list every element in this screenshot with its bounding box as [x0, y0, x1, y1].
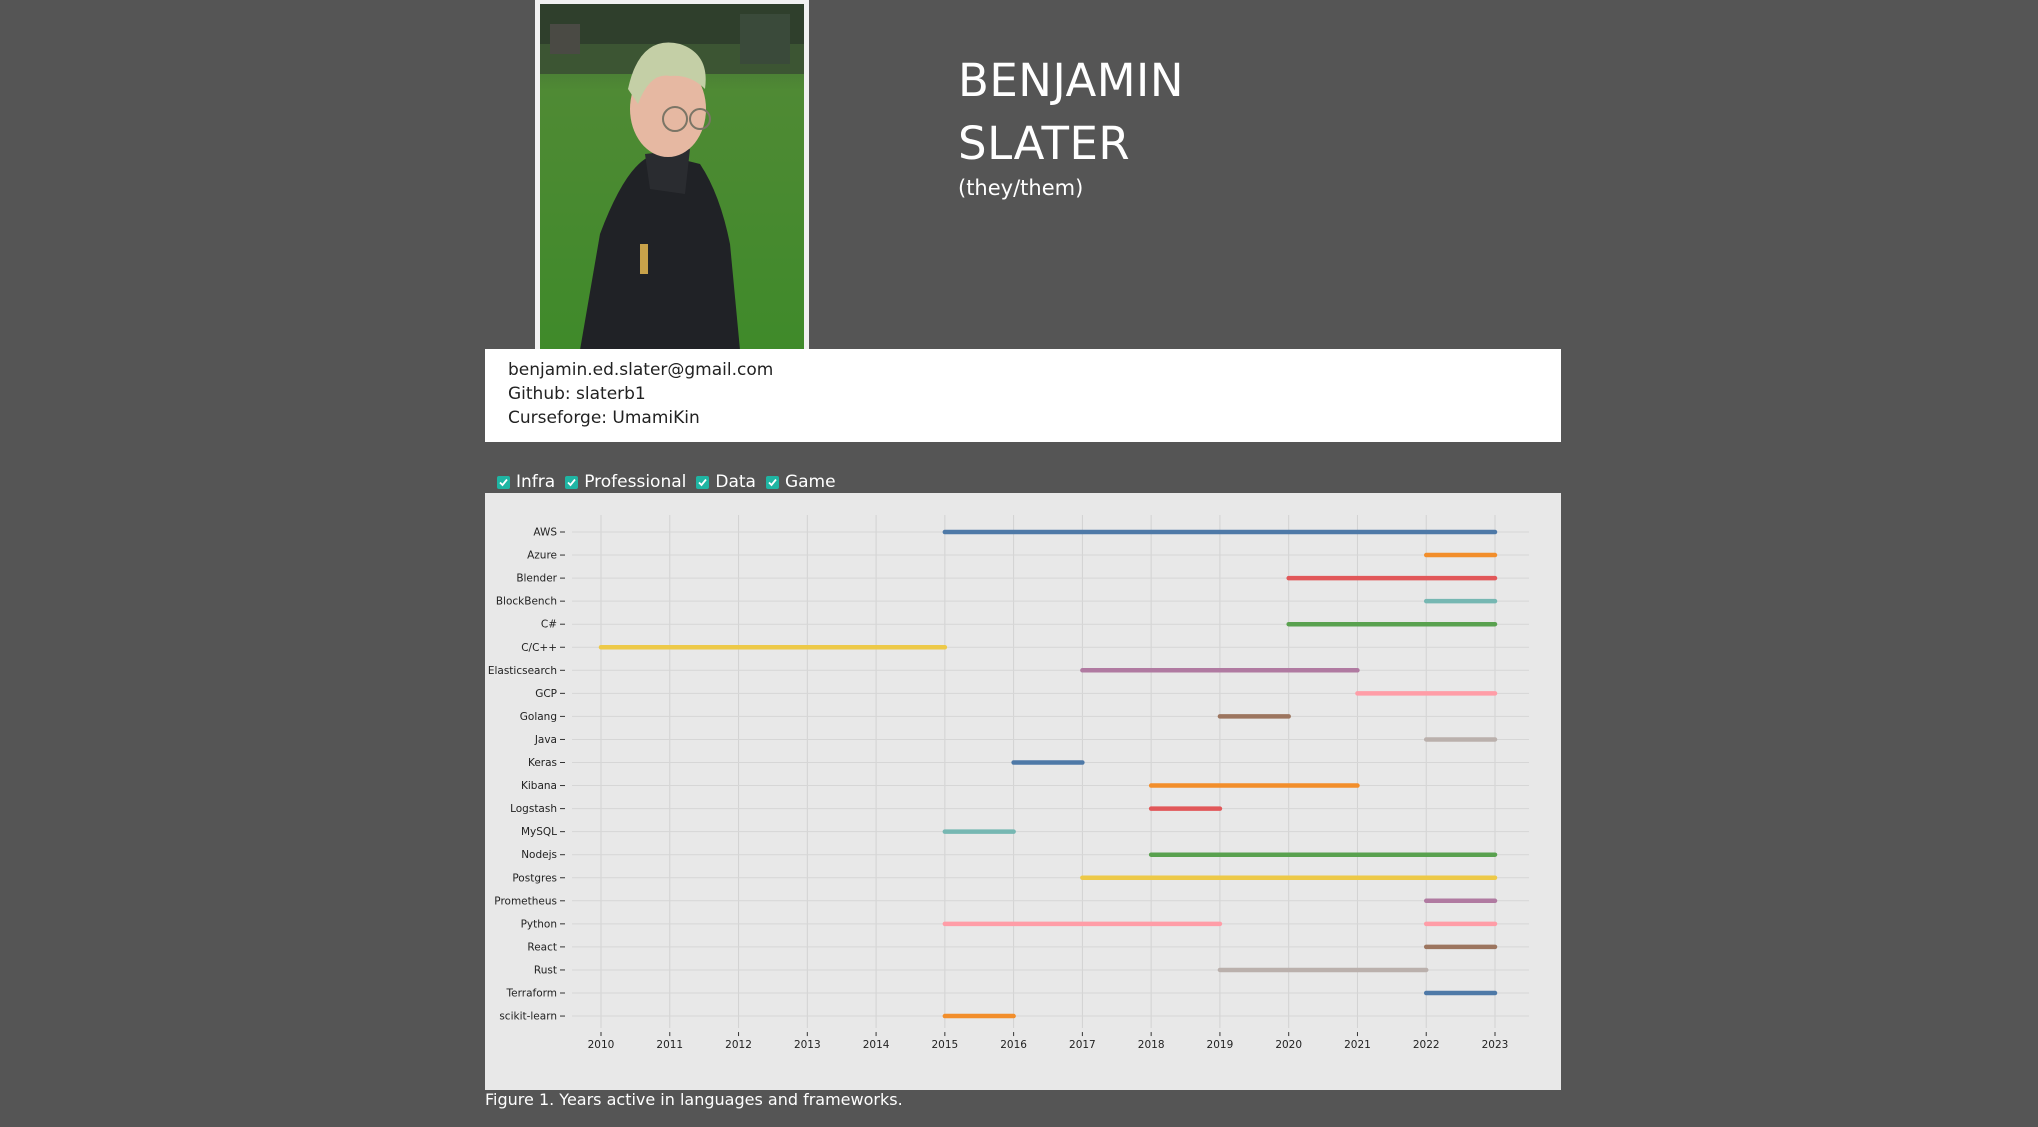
profile-photo-frame [535, 0, 809, 354]
x-tick-label: 2011 [656, 1039, 683, 1051]
y-tick-label: Kibana [521, 780, 557, 792]
y-tick-label: Python [521, 918, 557, 930]
x-tick-label: 2020 [1275, 1039, 1302, 1051]
curseforge-text: Curseforge: UmamiKin [508, 408, 700, 428]
filter-infra[interactable]: Infra [497, 472, 555, 492]
y-tick-label: Keras [528, 757, 557, 769]
x-tick-label: 2015 [931, 1039, 958, 1051]
github-text: Github: slaterb1 [508, 384, 646, 404]
filter-data[interactable]: Data [696, 472, 756, 492]
y-tick-label: Elasticsearch [488, 665, 557, 677]
y-tick-label: MySQL [521, 826, 557, 838]
y-tick-label: Java [534, 734, 557, 746]
timeline-chart: AWS Azure Blender BlockBench C# C/C++ Elastics… [485, 493, 1561, 1090]
y-tick-label: React [527, 941, 557, 953]
y-tick-label: Azure [527, 550, 557, 562]
y-tick-label: Blender [516, 573, 557, 585]
x-tick-label: 2016 [1000, 1039, 1027, 1051]
y-tick-label: Terraform [506, 988, 557, 1000]
filter-label: Data [715, 472, 756, 492]
filter-professional[interactable]: Professional [565, 472, 686, 492]
checkbox-checked-icon[interactable] [765, 475, 779, 489]
y-tick-label: Prometheus [494, 895, 557, 907]
first-name: BENJAMIN [958, 54, 1184, 107]
figure-caption: Figure 1. Years active in languages and … [485, 1090, 903, 1109]
email-text: benjamin.ed.slater@gmail.com [508, 360, 774, 380]
y-tick-label: Postgres [512, 872, 557, 884]
y-tick-label: C# [541, 619, 557, 631]
x-tick-label: 2013 [794, 1039, 821, 1051]
category-filters: Infra Professional Data Game [497, 470, 846, 494]
x-tick-label: 2023 [1482, 1039, 1509, 1051]
filter-game[interactable]: Game [765, 472, 836, 492]
x-tick-label: 2010 [588, 1039, 615, 1051]
timeline-chart-svg: AWS Azure Blender BlockBench C# C/C++ Elastics… [488, 515, 1529, 1051]
x-tick-label: 2017 [1069, 1039, 1096, 1051]
filter-label: Professional [584, 472, 687, 492]
x-tick-label: 2022 [1413, 1039, 1440, 1051]
x-tick-label: 2019 [1207, 1039, 1234, 1051]
y-tick-label: Rust [534, 964, 557, 976]
filter-label: Infra [516, 472, 556, 492]
y-tick-label: AWS [533, 527, 557, 539]
y-tick-label: GCP [535, 688, 557, 700]
pronouns: (they/them) [958, 176, 1084, 200]
x-tick-label: 2014 [863, 1039, 890, 1051]
y-tick-label: scikit-learn [499, 1011, 557, 1023]
y-tick-label: Logstash [510, 803, 557, 815]
last-name: SLATER [958, 117, 1131, 170]
contact-box: benjamin.ed.slater@gmail.com Github: sla… [485, 349, 1561, 442]
profile-photo [540, 4, 804, 350]
checkbox-checked-icon[interactable] [565, 475, 579, 489]
y-tick-label: C/C++ [521, 642, 557, 654]
y-tick-label: Golang [520, 711, 557, 723]
x-tick-label: 2021 [1344, 1039, 1371, 1051]
x-tick-label: 2018 [1138, 1039, 1165, 1051]
filter-label: Game [784, 472, 836, 492]
x-tick-label: 2012 [725, 1039, 752, 1051]
y-tick-label: Nodejs [521, 849, 557, 861]
checkbox-checked-icon[interactable] [497, 475, 510, 489]
y-tick-label: BlockBench [496, 596, 557, 608]
checkbox-checked-icon[interactable] [696, 475, 710, 489]
